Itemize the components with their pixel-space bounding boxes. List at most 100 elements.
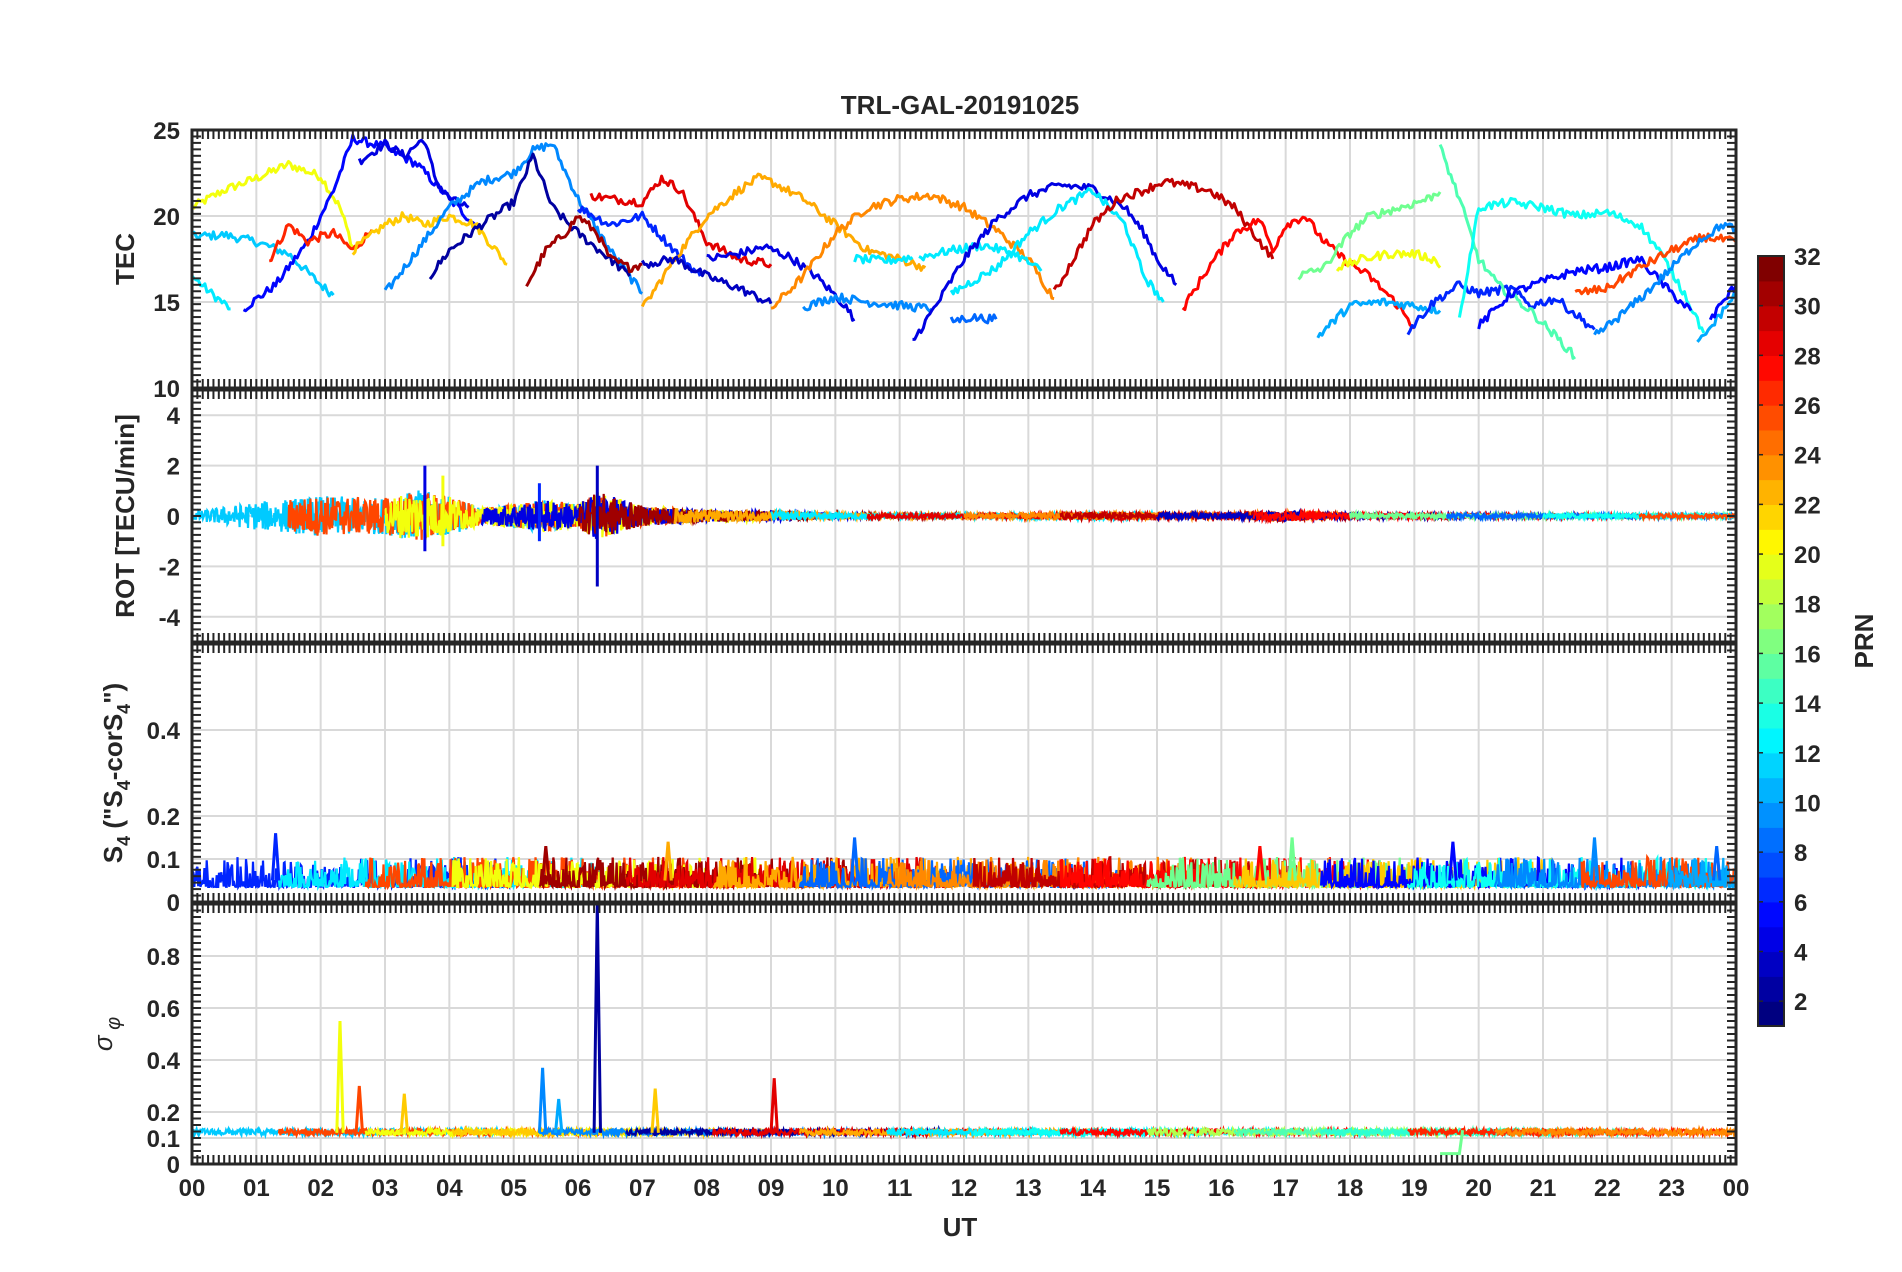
colorbar-segment	[1758, 678, 1784, 704]
colorbar-segment	[1758, 554, 1784, 580]
x-tick-label: 12	[951, 1175, 978, 1202]
y-axis-label-part: -corS	[98, 714, 128, 780]
x-tick-label: 03	[372, 1175, 399, 1202]
colorbar-tick-label: 28	[1794, 343, 1821, 370]
colorbar-tick-label: 18	[1794, 592, 1821, 619]
colorbar-segment	[1758, 603, 1784, 630]
x-tick-label: 22	[1594, 1175, 1621, 1202]
x-tick-label: 23	[1658, 1175, 1685, 1202]
colorbar-segment	[1758, 330, 1784, 356]
y-tick-label: 15	[153, 290, 180, 317]
tec-series-prn-9	[1593, 222, 1736, 336]
colorbar-segment	[1758, 852, 1784, 878]
panel-tec: 10 15 20 25 TEC	[110, 118, 1738, 403]
colorbar-tick-label: 10	[1794, 790, 1821, 817]
s4-spike	[849, 837, 860, 881]
colorbar-tick-label: 14	[1794, 691, 1821, 718]
colorbar-segment	[1758, 926, 1784, 953]
y-tick-label: 0.6	[147, 996, 180, 1023]
colorbar-tick-label: 8	[1794, 840, 1807, 867]
data-layer	[192, 833, 1736, 892]
colorbar-segment	[1758, 653, 1784, 679]
s4-spike	[270, 833, 281, 881]
colorbar-tick-label: 32	[1794, 244, 1821, 271]
sigma_phi-spike	[354, 1085, 364, 1133]
tec-series-prn-2	[428, 152, 631, 281]
y-tick-label: 0.1	[147, 847, 180, 874]
panel-frame	[190, 642, 1738, 904]
x-axis-label: UT	[943, 1212, 978, 1242]
tec-series-prn-23	[640, 172, 927, 308]
tec-series-prn-4	[912, 182, 1178, 341]
colorbar-tick-label: 22	[1794, 492, 1821, 519]
s4-spike	[1255, 845, 1265, 881]
x-tick-label: 05	[500, 1175, 527, 1202]
y-tick-label: 0.2	[147, 1100, 180, 1127]
panel-s4: 00.10.20.4S4 ("S4-corS4")	[98, 642, 1738, 917]
x-tick-label: 11	[887, 1175, 912, 1202]
sigma-phi-gap-trace	[1440, 1129, 1465, 1156]
tec-series-prn-4	[357, 138, 470, 209]
tec-series-prn-11	[192, 230, 335, 298]
colorbar-segment	[1758, 355, 1784, 381]
colorbar-segment	[1758, 454, 1784, 481]
colorbar-segment	[1758, 380, 1784, 406]
chart-title: TRL-GAL-20191025	[841, 90, 1079, 120]
y-tick-label: 0.1	[147, 1126, 180, 1153]
colorbar-tick-label: 24	[1794, 443, 1821, 470]
y-tick-label: 25	[153, 118, 180, 145]
x-tick-label: 10	[822, 1175, 849, 1202]
tec-series-prn-3	[640, 255, 773, 305]
colorbar-segment	[1758, 504, 1784, 530]
tec-series-prn-10	[1316, 297, 1442, 339]
x-axis: 00 01 02 03 04 05 06 07 08 09 10 11 12 13 14 15 16 17 18 19…	[179, 1175, 1750, 1202]
data-layer	[192, 465, 1736, 587]
data-layer	[192, 133, 1736, 360]
y-axis-label-part: σ	[88, 1034, 118, 1051]
y-axis-label-part: ("S	[98, 790, 128, 836]
x-tick-label: 04	[436, 1175, 463, 1202]
tec-series-prn-12	[853, 253, 914, 265]
colorbar-tick-label: 16	[1794, 641, 1821, 668]
y-tick-label: 10	[153, 376, 180, 403]
tec-series-prn-22	[351, 211, 508, 266]
x-tick-label: 13	[1015, 1175, 1042, 1202]
y-tick-label: 20	[153, 204, 180, 231]
colorbar-segment	[1758, 951, 1784, 977]
tec-series-prn-5	[1708, 284, 1736, 321]
tec-series-prn-31	[525, 215, 643, 288]
y-axis-label-part: φ	[103, 1017, 125, 1036]
x-tick-label: 17	[1272, 1175, 1299, 1202]
tec-series-prn-12	[192, 274, 231, 311]
sigma_phi-spike	[554, 1098, 564, 1133]
y-tick-label: 0.8	[147, 944, 180, 971]
panel-frame	[190, 128, 1738, 390]
colorbar-segment	[1758, 876, 1784, 903]
x-tick-label: 20	[1465, 1175, 1492, 1202]
s4-spike	[1448, 841, 1458, 881]
tec-series-prn-12	[949, 187, 1165, 303]
x-tick-label: 02	[307, 1175, 334, 1202]
colorbar-tick-label: 20	[1794, 542, 1821, 569]
y-axis-label-part: 4	[114, 836, 134, 846]
x-tick-label: 21	[1530, 1175, 1557, 1202]
colorbar-tick-label: 2	[1794, 989, 1807, 1016]
colorbar-segment	[1758, 901, 1784, 928]
sigma_phi-series-prn-24	[1494, 1124, 1736, 1140]
x-tick-label: 01	[243, 1175, 270, 1202]
x-tick-label: 00	[179, 1175, 206, 1202]
colorbar-segment	[1758, 256, 1784, 282]
colorbar-segment	[1758, 628, 1784, 655]
colorbar-label: PRN	[1849, 614, 1879, 669]
y-tick-label: 0	[167, 504, 180, 531]
y-tick-label: 0.4	[147, 718, 181, 745]
y-axis-label-part: 4	[114, 704, 134, 714]
y-tick-label: -2	[159, 554, 180, 581]
rot-series-prn-26	[1638, 510, 1736, 523]
s4-spike	[663, 841, 673, 881]
x-tick-label: 08	[693, 1175, 720, 1202]
y-tick-label: 2	[167, 454, 180, 481]
